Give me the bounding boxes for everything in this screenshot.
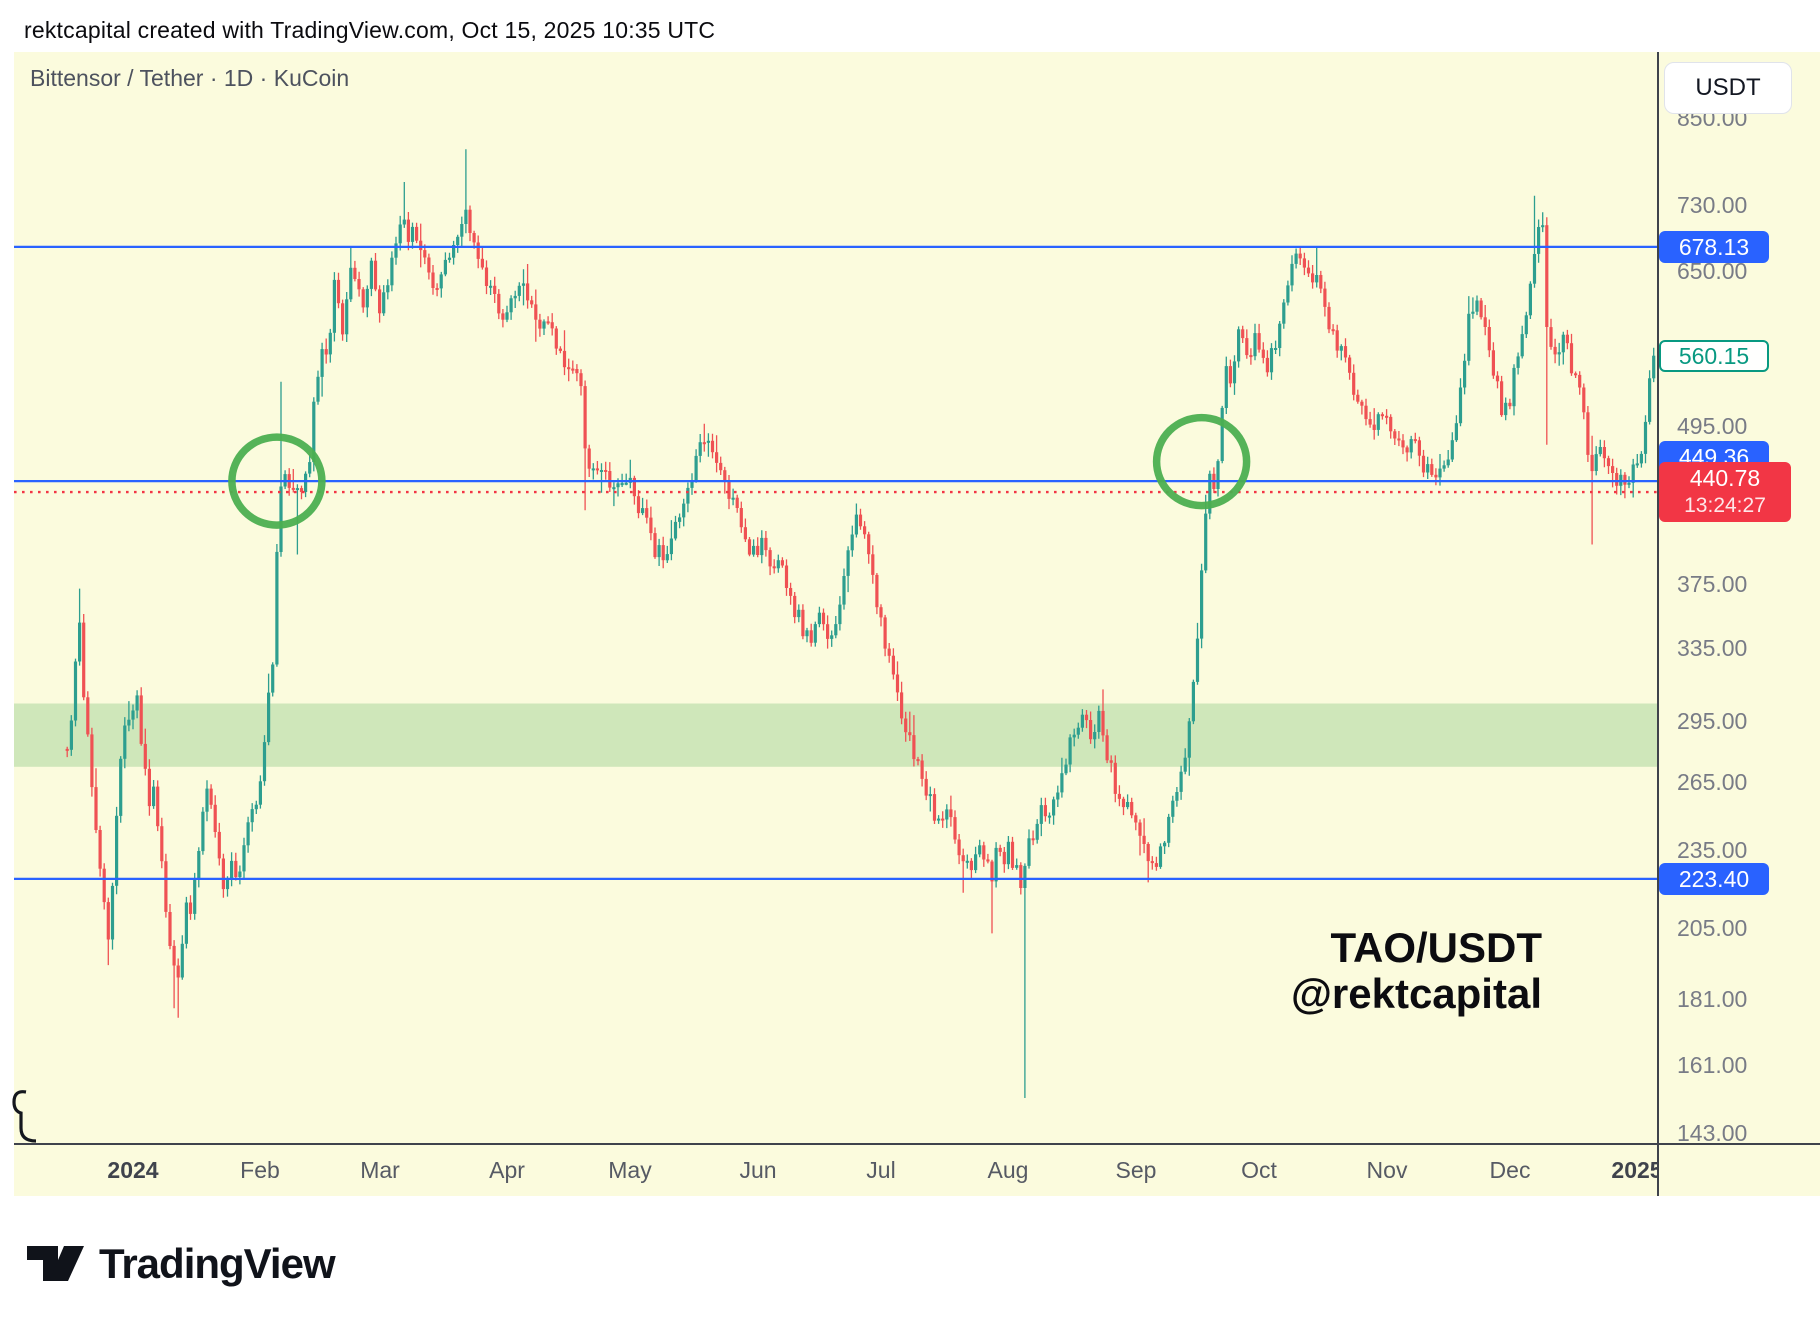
symbol-title: Bittensor / Tether · 1D · KuCoin — [30, 65, 350, 91]
time-tick-dec: Dec — [1489, 1157, 1531, 1183]
time-tick-jun: Jun — [739, 1157, 777, 1183]
attribution-text: rektcapital created with TradingView.com… — [24, 17, 716, 43]
time-tick-sep: Sep — [1115, 1157, 1157, 1183]
time-tick-oct: Oct — [1241, 1157, 1277, 1183]
time-tick-apr: Apr — [489, 1157, 525, 1183]
time-tick-mar: Mar — [360, 1157, 400, 1183]
time-tick-2025: 2025 — [1611, 1157, 1657, 1183]
time-tick-feb: Feb — [240, 1157, 280, 1183]
tradingview-wordmark: TradingView — [99, 1240, 336, 1287]
time-tick-nov: Nov — [1366, 1157, 1408, 1183]
time-tick-2024: 2024 — [107, 1157, 159, 1183]
time-tick-aug: Aug — [987, 1157, 1029, 1183]
time-axis[interactable]: 2024 Feb Mar Apr May Jun Jul Aug Sep Oct Nov Dec 202… — [0, 1145, 1657, 1195]
currency-toggle-button[interactable]: USDT — [1664, 62, 1792, 114]
time-axis-border — [14, 1143, 1820, 1145]
watermark-symbol: TAO/USDT — [1330, 924, 1542, 971]
time-tick-may: May — [608, 1157, 652, 1183]
time-tick-jul: Jul — [866, 1157, 896, 1183]
chart-pane[interactable] — [14, 52, 1820, 1196]
tradingview-logo-icon — [27, 1246, 84, 1281]
watermark-handle: @rektcapital — [1290, 970, 1542, 1017]
price-axis-border — [1657, 52, 1659, 1196]
chart-watermark: TAO/USDT @rektcapital — [1291, 925, 1542, 1017]
tradingview-footer: TradingView — [27, 1234, 336, 1294]
